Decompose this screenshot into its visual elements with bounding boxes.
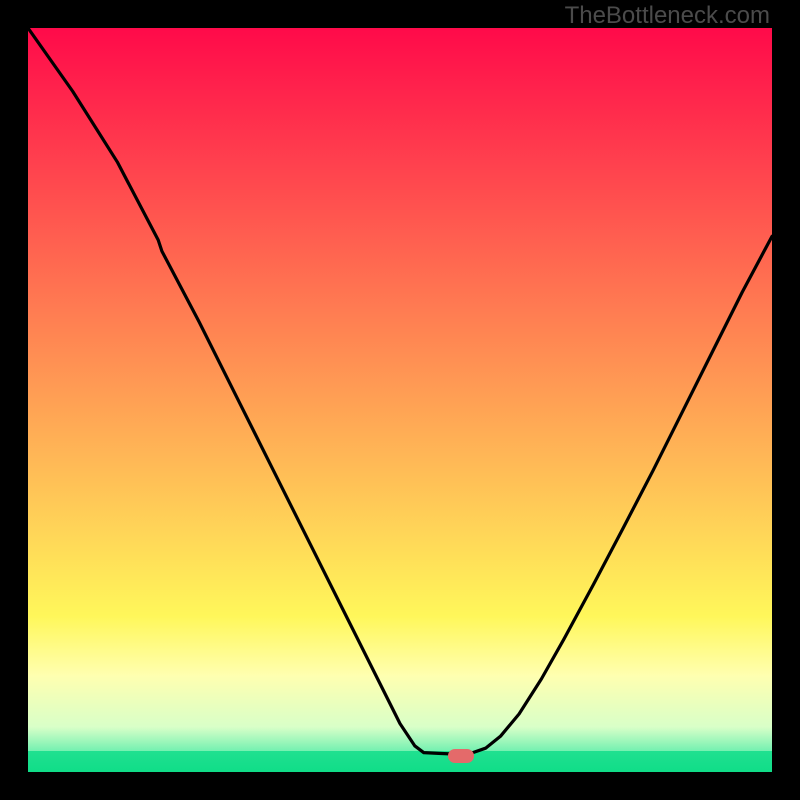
watermark-text: TheBottleneck.com (565, 2, 770, 30)
bottleneck-curve (28, 28, 772, 772)
curve-path (28, 28, 772, 754)
optimal-marker (448, 749, 474, 763)
watermark-label: TheBottleneck.com (565, 2, 770, 29)
plot-area (28, 28, 772, 772)
